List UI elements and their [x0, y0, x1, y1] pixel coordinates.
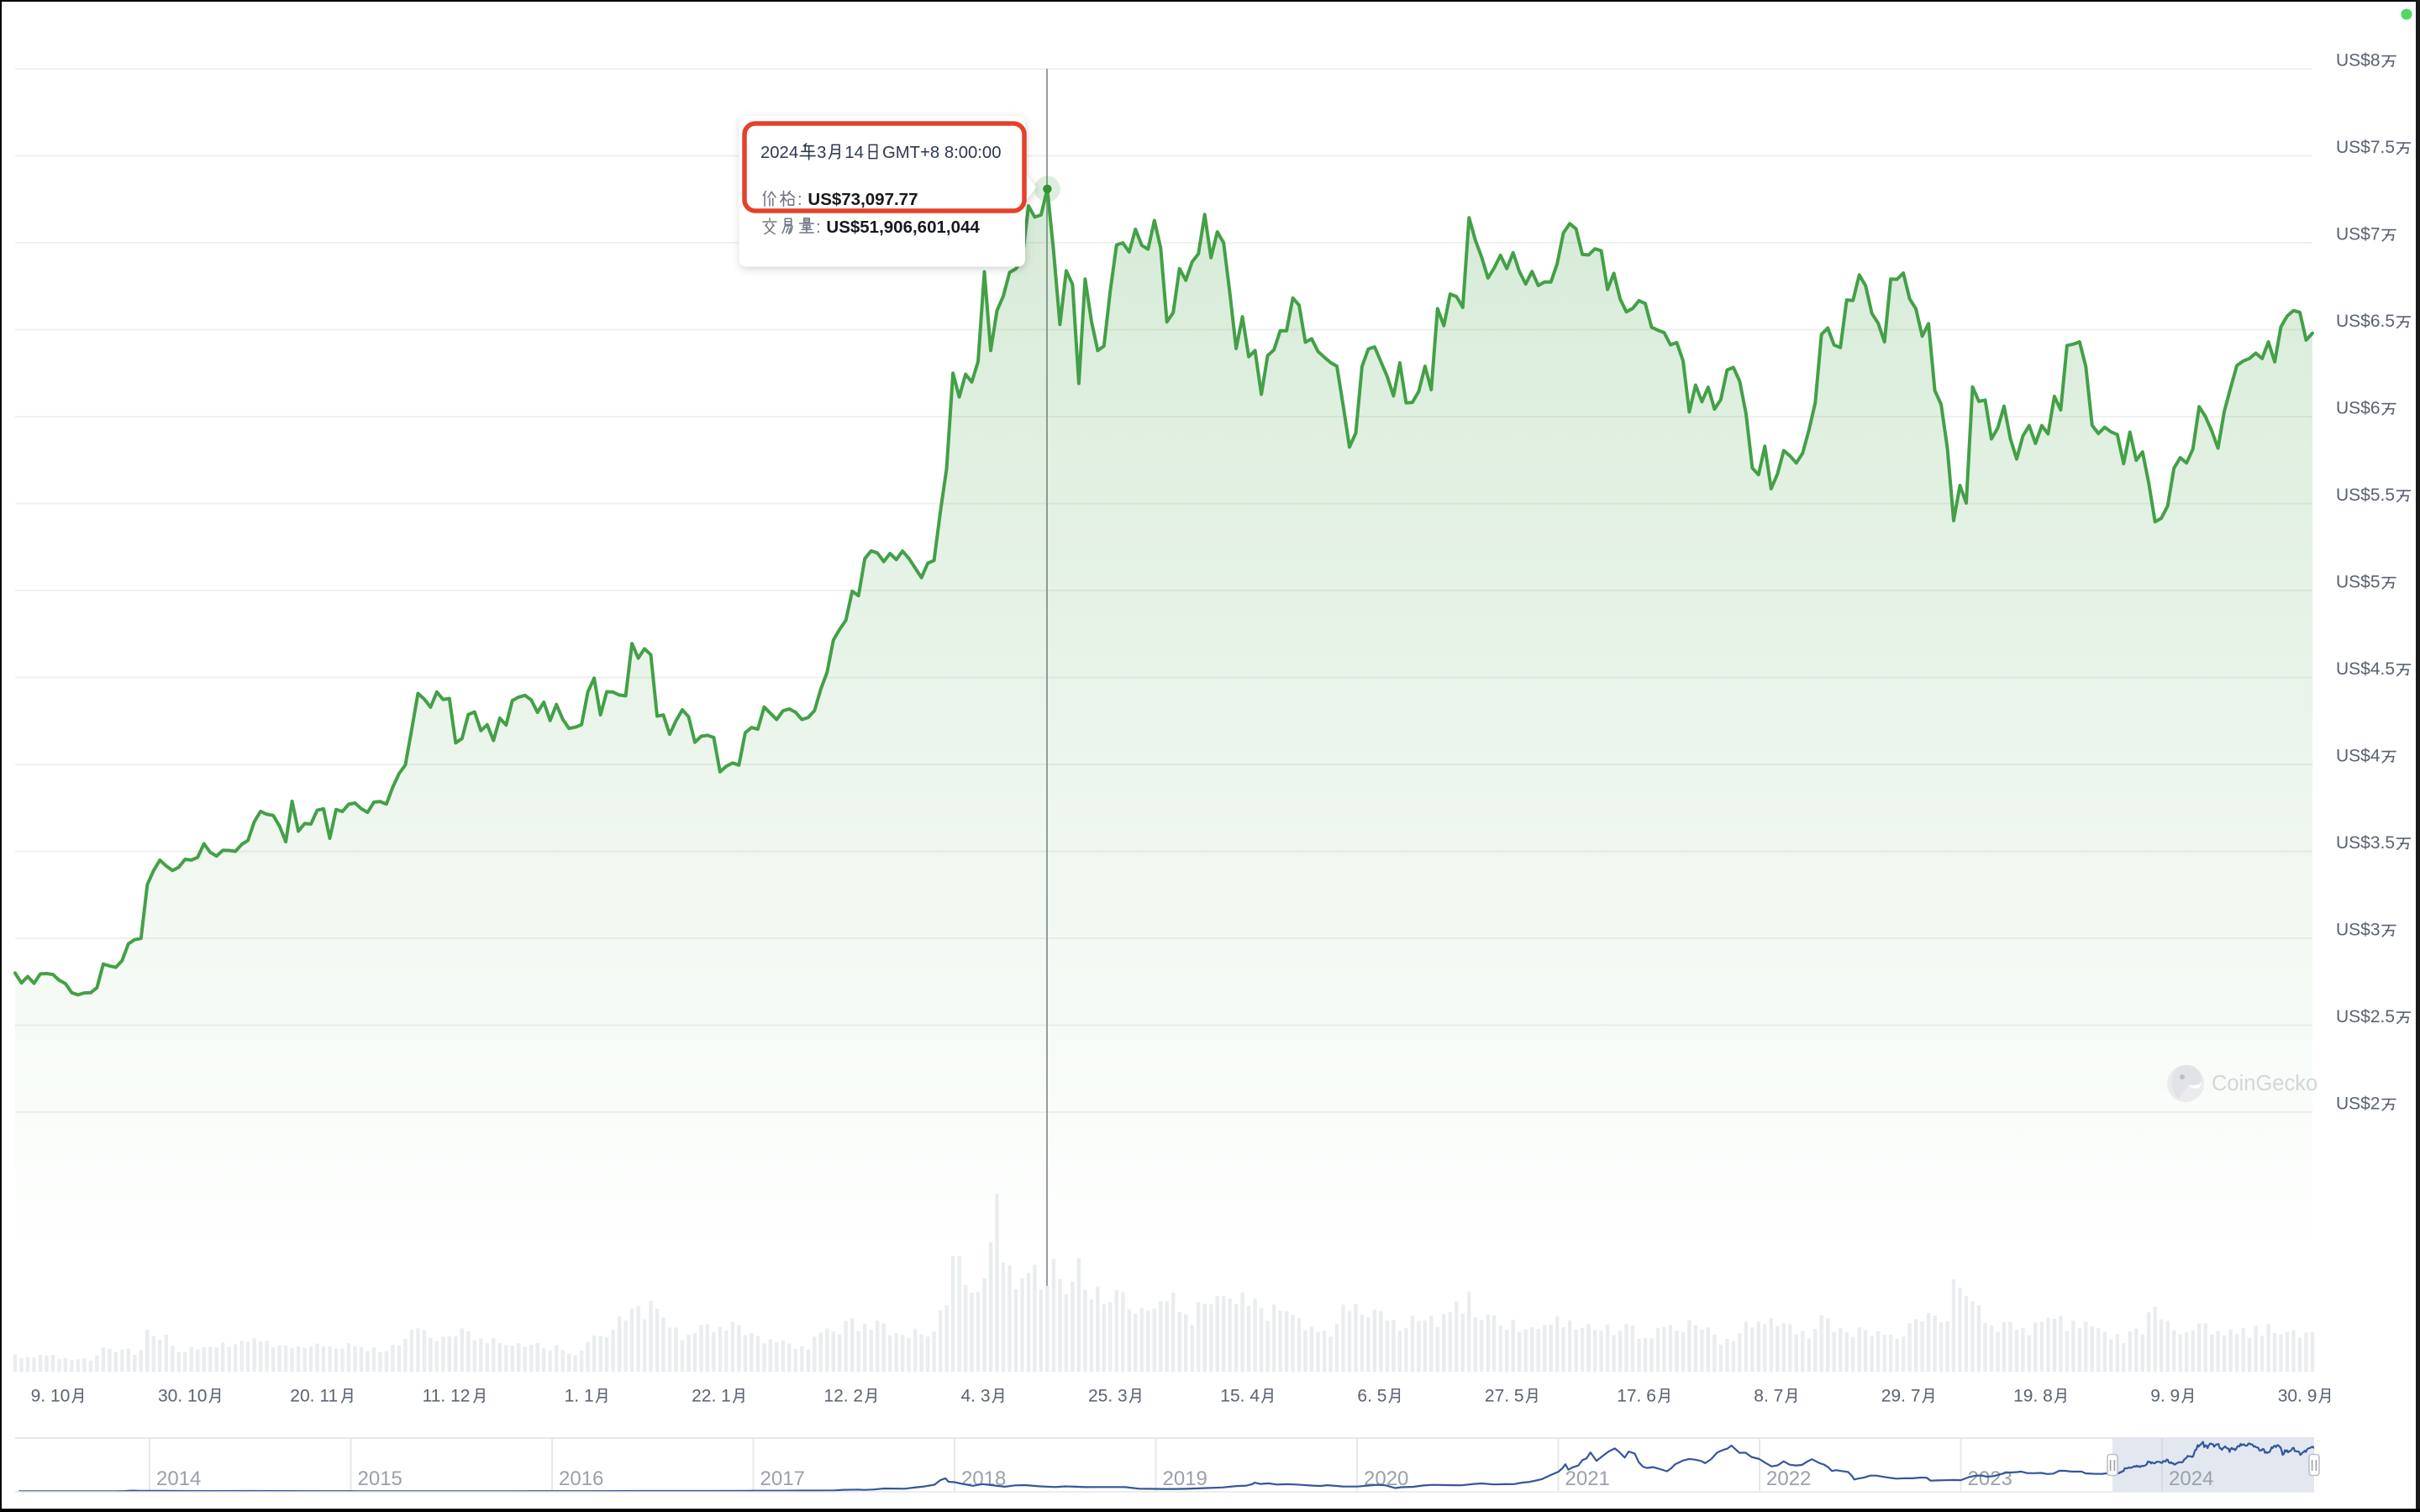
svg-text:2022: 2022	[1766, 1467, 1811, 1490]
svg-text:2014: 2014	[156, 1467, 201, 1490]
svg-text:US$5: US$5	[2336, 573, 2381, 592]
svg-text:17. 6: 17. 6	[1617, 1387, 1656, 1406]
svg-text:2017: 2017	[760, 1467, 805, 1490]
svg-text:US$3.5: US$3.5	[2336, 833, 2395, 853]
svg-text:US$73,097.77: US$73,097.77	[808, 190, 918, 209]
svg-text:4. 3: 4. 3	[961, 1387, 991, 1406]
svg-text:2024: 2024	[2169, 1467, 2213, 1490]
svg-text:US$8: US$8	[2336, 51, 2381, 71]
svg-text:2023: 2023	[1968, 1467, 2012, 1490]
svg-text:19. 8: 19. 8	[2013, 1387, 2053, 1406]
svg-text::: :	[797, 191, 802, 209]
svg-text:9. 10: 9. 10	[31, 1387, 71, 1406]
svg-text:US$2.5: US$2.5	[2336, 1007, 2395, 1026]
svg-text:11. 12: 11. 12	[423, 1387, 471, 1406]
svg-text:20. 11: 20. 11	[290, 1387, 338, 1406]
svg-text:2016: 2016	[559, 1467, 603, 1490]
svg-text:9. 9: 9. 9	[2150, 1387, 2180, 1406]
svg-text:2015: 2015	[358, 1467, 402, 1490]
svg-text:6. 5: 6. 5	[1357, 1387, 1386, 1406]
svg-text:27. 5: 27. 5	[1485, 1387, 1524, 1406]
svg-text:2019: 2019	[1163, 1467, 1207, 1490]
svg-text:US$4: US$4	[2336, 747, 2381, 766]
svg-text:US$6: US$6	[2336, 399, 2381, 418]
svg-text:8. 7: 8. 7	[1754, 1387, 1783, 1406]
svg-text:CoinGecko: CoinGecko	[2212, 1072, 2317, 1095]
svg-text:US$3: US$3	[2336, 921, 2381, 940]
svg-text:2024: 2024	[760, 144, 798, 162]
svg-text:3: 3	[817, 144, 826, 162]
svg-text:1. 1: 1. 1	[565, 1387, 594, 1406]
svg-text:US$2: US$2	[2336, 1095, 2381, 1114]
svg-text:GMT+8 8:00:00: GMT+8 8:00:00	[882, 144, 1001, 162]
svg-text:30. 9: 30. 9	[2278, 1387, 2317, 1406]
svg-text:30. 10: 30. 10	[158, 1387, 207, 1406]
svg-text:US$7.5: US$7.5	[2336, 138, 2395, 157]
svg-text:22. 1: 22. 1	[692, 1387, 731, 1406]
svg-text:29. 7: 29. 7	[1881, 1387, 1921, 1406]
svg-text:US$6.5: US$6.5	[2336, 312, 2395, 331]
svg-text:12. 2: 12. 2	[823, 1387, 863, 1406]
svg-text::: :	[816, 218, 821, 237]
svg-text:14: 14	[844, 144, 864, 162]
svg-text:25. 3: 25. 3	[1088, 1387, 1128, 1406]
svg-text:US$7: US$7	[2336, 225, 2381, 244]
svg-text:US$51,906,601,044: US$51,906,601,044	[826, 218, 980, 237]
svg-text:2021: 2021	[1565, 1467, 1610, 1490]
svg-text:15. 4: 15. 4	[1220, 1387, 1260, 1406]
svg-text:US$4.5: US$4.5	[2336, 659, 2395, 679]
svg-text:US$5.5: US$5.5	[2336, 486, 2395, 505]
